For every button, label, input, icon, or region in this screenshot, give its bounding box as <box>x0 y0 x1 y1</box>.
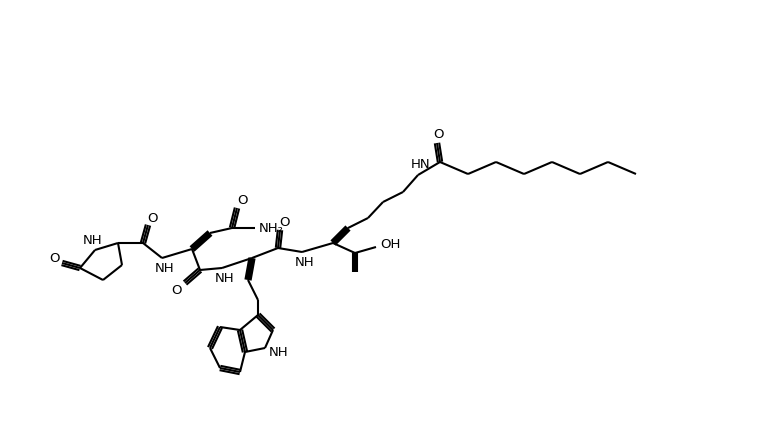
Text: NH: NH <box>83 233 103 247</box>
Text: O: O <box>433 129 444 142</box>
Text: OH: OH <box>380 238 400 251</box>
Text: NH: NH <box>295 256 315 269</box>
Text: NH: NH <box>269 347 289 360</box>
Text: HN: HN <box>411 158 431 172</box>
Text: NH: NH <box>215 272 235 284</box>
Text: O: O <box>148 211 158 224</box>
Text: O: O <box>49 251 60 265</box>
Text: NH₂: NH₂ <box>259 221 283 235</box>
Text: O: O <box>279 217 290 230</box>
Text: NH: NH <box>156 262 175 275</box>
Text: O: O <box>237 194 247 208</box>
Text: O: O <box>172 284 182 296</box>
